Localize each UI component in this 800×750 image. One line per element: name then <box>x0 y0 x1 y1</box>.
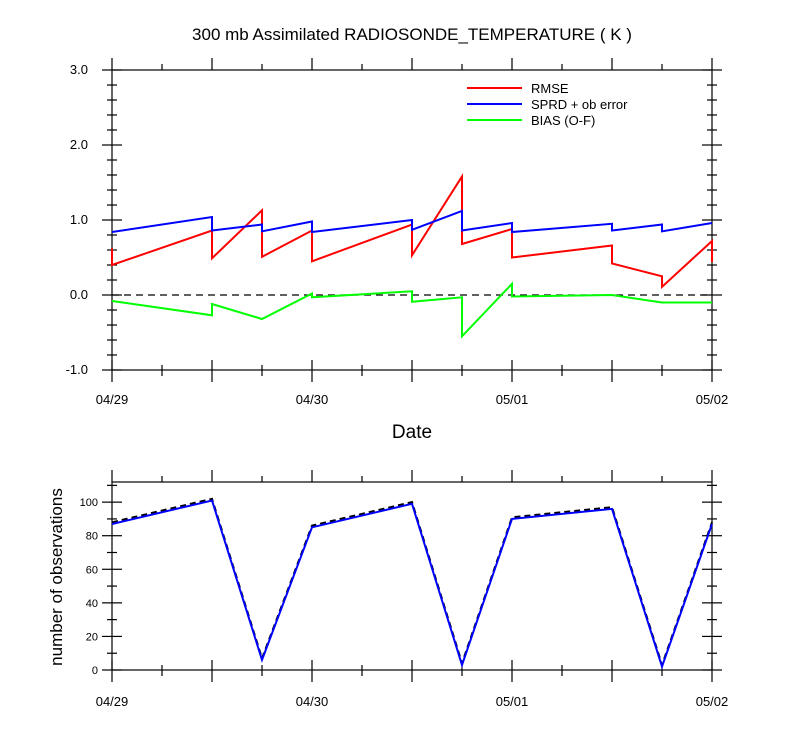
observations-panel: 04/29 04/30 05/01 05/02 0 20 40 60 80 100 <box>80 470 729 709</box>
x-tick-label: 04/30 <box>296 392 329 407</box>
x-axis-title: Date <box>392 422 432 443</box>
y-tick-label: 0.0 <box>70 287 88 302</box>
x-tick-label: 05/02 <box>696 392 729 407</box>
y-tick-label: 0 <box>92 665 98 677</box>
x-tick-label: 05/01 <box>496 694 529 709</box>
legend-label: BIAS (O-F) <box>531 113 595 128</box>
y-tick-label: 20 <box>86 631 98 643</box>
y-tick-label: 80 <box>86 531 98 543</box>
y-axis-title: number of observations <box>47 488 66 666</box>
y-tick-label: 40 <box>86 598 98 610</box>
series-line-rmse <box>111 173 713 290</box>
series-line-observations-possible <box>111 497 713 669</box>
y-tick-label: -1.0 <box>66 362 88 377</box>
x-tick-label: 05/02 <box>696 694 729 709</box>
x-tick-label: 05/01 <box>496 392 529 407</box>
series-line-sprd-ob-error <box>111 209 713 234</box>
rmse-spread-bias-panel: 04/29 04/30 05/01 05/02 -1.0 0.0 1.0 2.0 3.0 RMSE… <box>66 58 729 407</box>
legend-label: SPRD + ob error <box>531 97 628 112</box>
x-tick-label: 04/30 <box>296 694 329 709</box>
series-line-bias-o-f <box>111 281 712 339</box>
chart-title: 300 mb Assimilated RADIOSONDE_TEMPERATUR… <box>192 25 632 44</box>
y-tick-label: 60 <box>86 564 98 576</box>
x-tick-label: 04/29 <box>96 694 129 709</box>
series-line-observations-used <box>111 499 713 670</box>
y-tick-label: 1.0 <box>70 212 88 227</box>
x-tick-label: 04/29 <box>96 392 129 407</box>
y-tick-label: 3.0 <box>70 62 88 77</box>
y-tick-label: 2.0 <box>70 137 88 152</box>
plot-frame <box>111 481 713 671</box>
legend-label: RMSE <box>531 81 569 96</box>
y-tick-label: 100 <box>80 497 98 509</box>
